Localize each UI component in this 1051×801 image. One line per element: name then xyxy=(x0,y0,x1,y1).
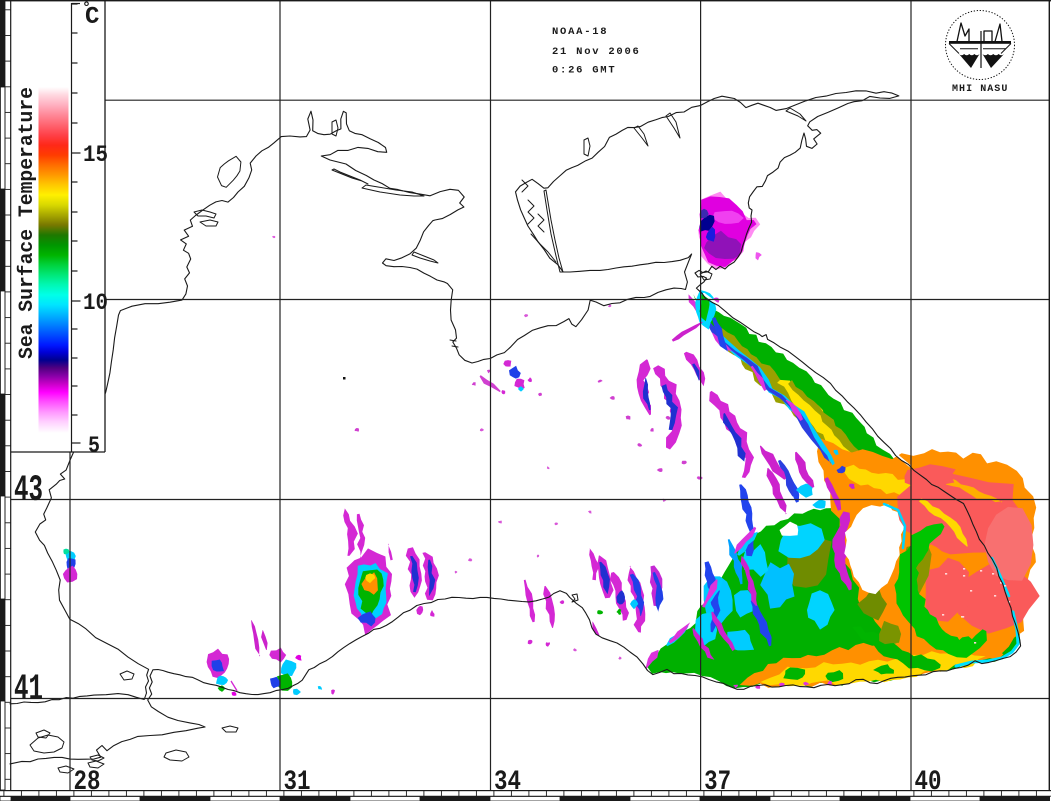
svg-text:37: 37 xyxy=(704,767,731,798)
svg-text:MHI NASU: MHI NASU xyxy=(952,84,1008,95)
svg-text:31: 31 xyxy=(284,767,311,798)
svg-text:C: C xyxy=(85,4,99,31)
svg-text:28: 28 xyxy=(74,767,101,798)
svg-text:15: 15 xyxy=(83,142,108,168)
svg-text:°: ° xyxy=(82,0,91,17)
svg-text:10: 10 xyxy=(83,290,108,316)
svg-text:Sea Surface Temperature: Sea Surface Temperature xyxy=(16,87,39,359)
svg-text:21 Nov 2006: 21 Nov 2006 xyxy=(552,46,641,58)
svg-text:5: 5 xyxy=(88,433,100,459)
svg-text:NOAA-18: NOAA-18 xyxy=(552,26,608,38)
svg-text:34: 34 xyxy=(494,767,521,798)
svg-text:43: 43 xyxy=(14,470,43,512)
svg-text:41: 41 xyxy=(14,669,43,711)
svg-text:0:26 GMT: 0:26 GMT xyxy=(552,64,616,76)
svg-text:40: 40 xyxy=(915,767,942,798)
